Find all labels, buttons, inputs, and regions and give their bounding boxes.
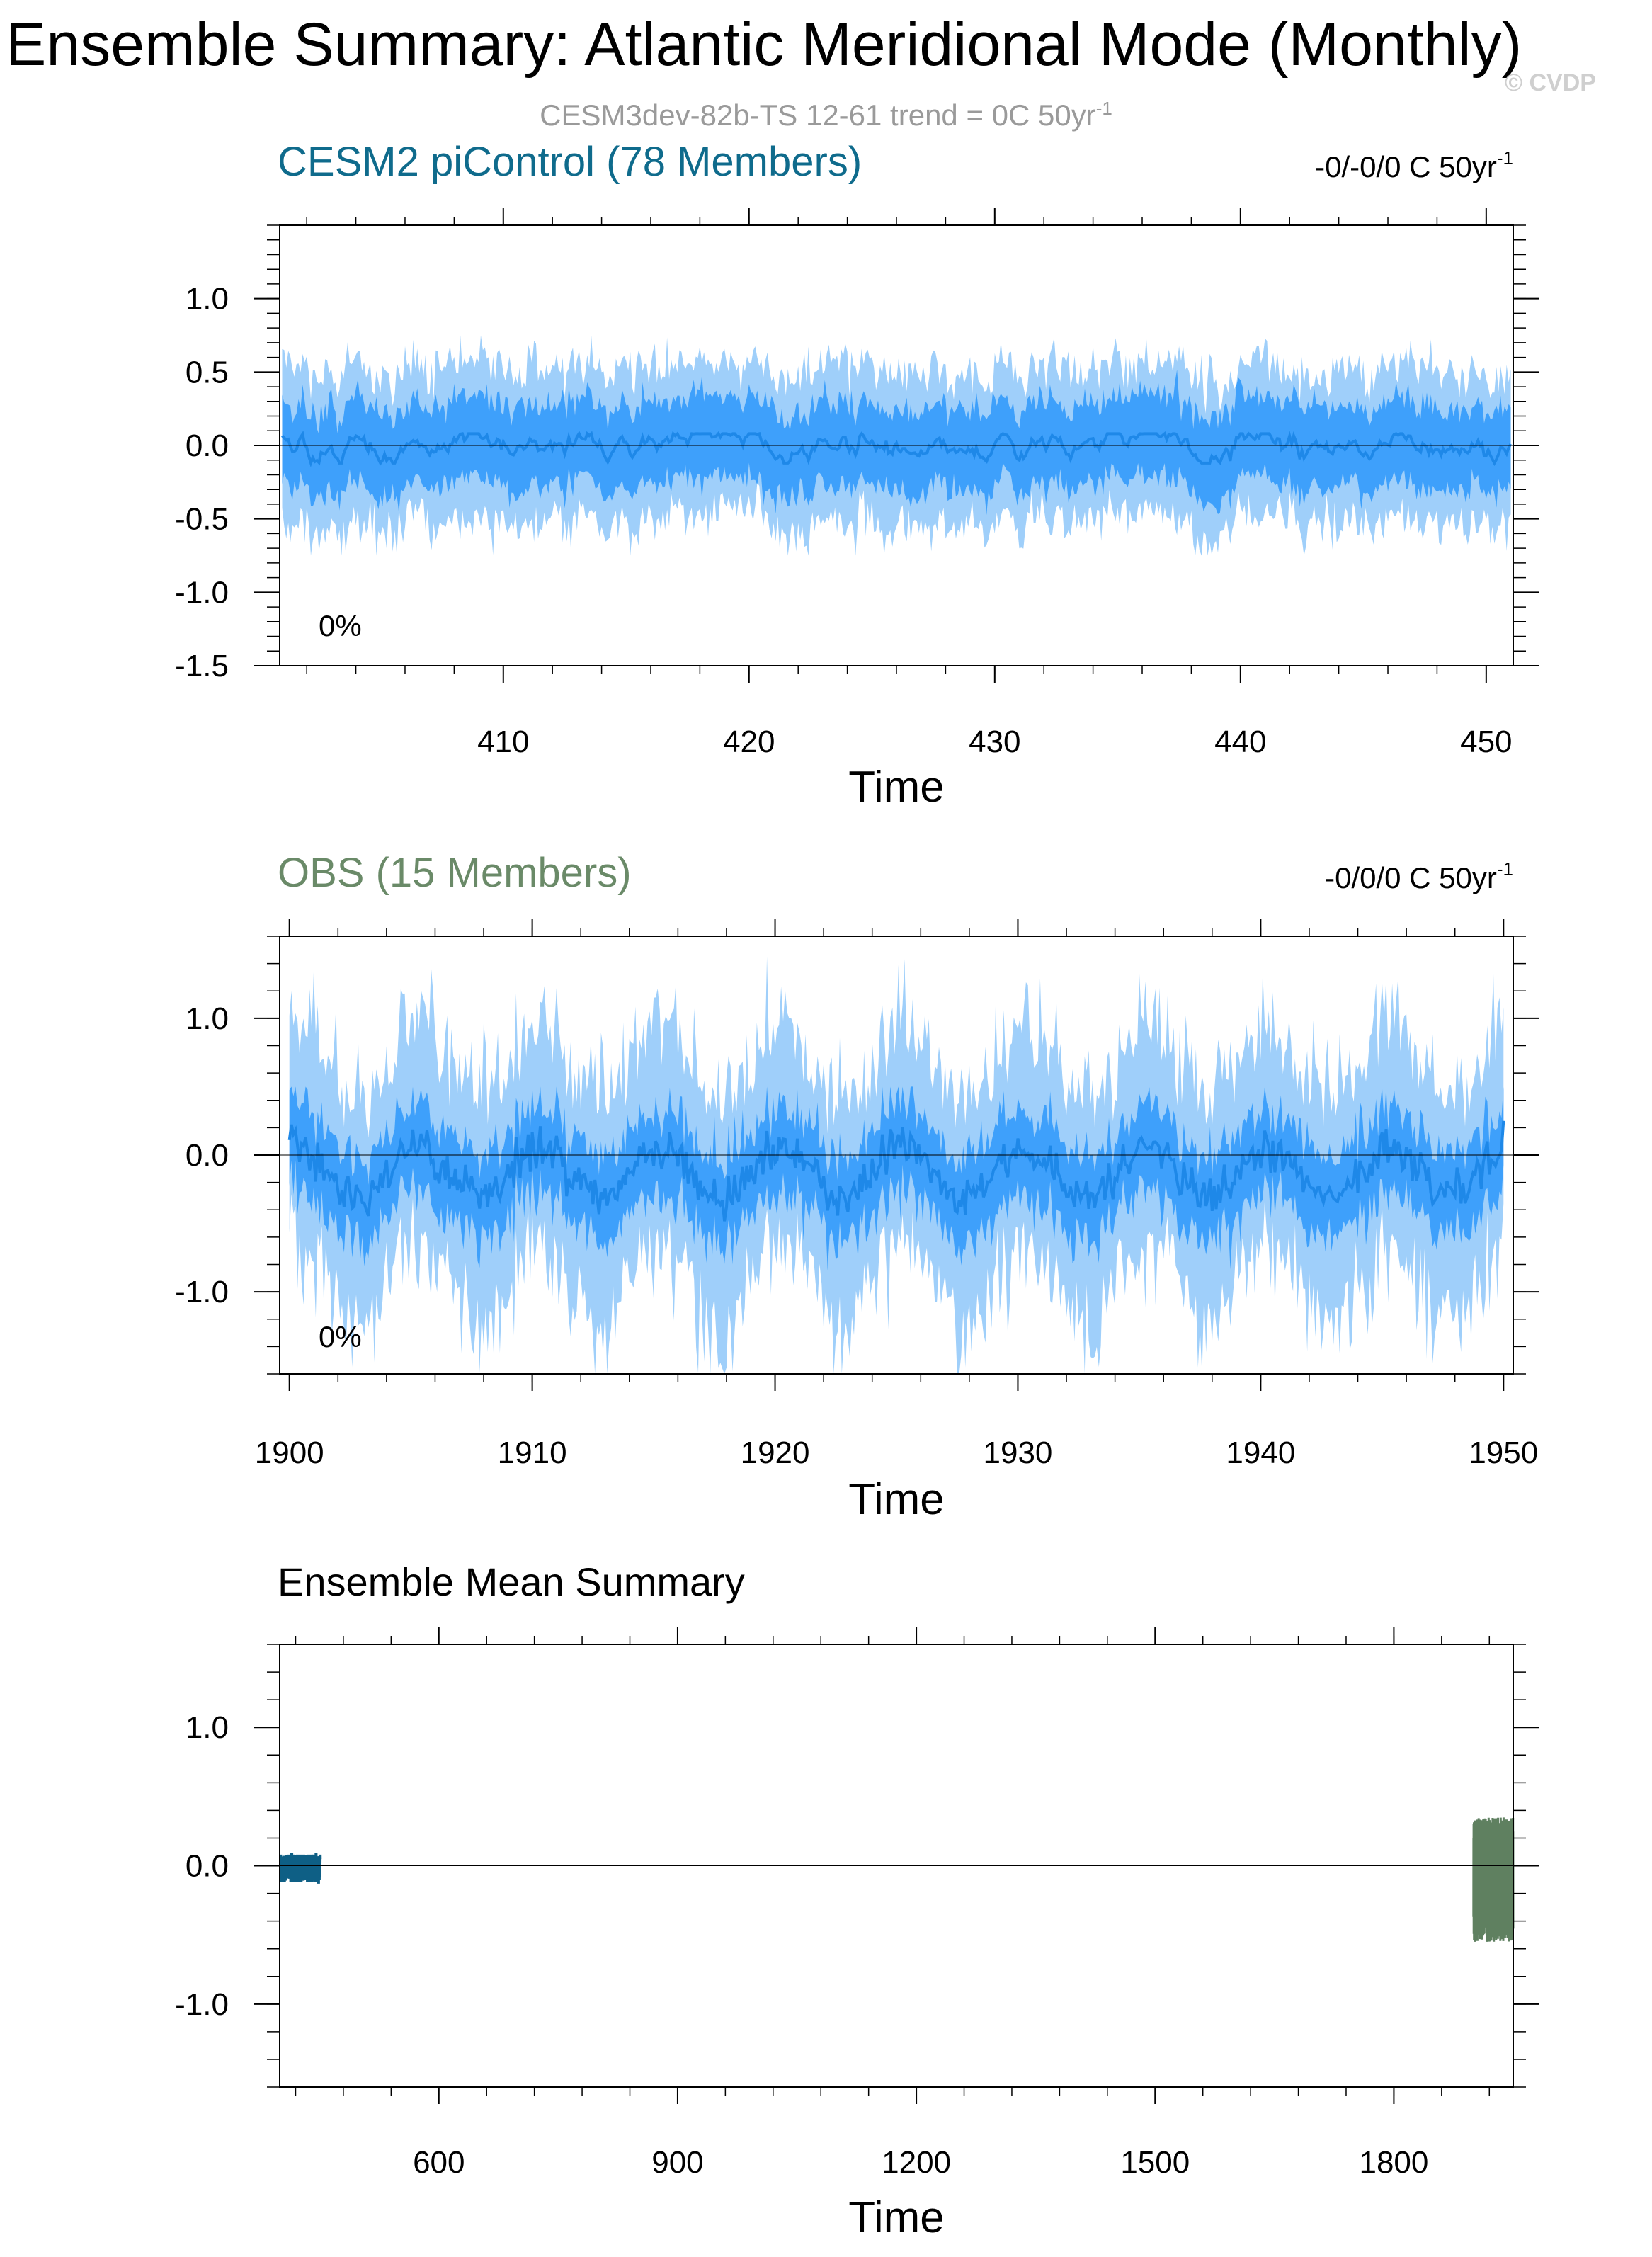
x-tick-label: 1920: [741, 1436, 810, 1470]
y-tick-label: -1.0: [175, 575, 229, 610]
cesm-ensemble-mean-line: [279, 1853, 322, 1884]
x-tick-label: 430: [969, 724, 1020, 759]
trend-label: -0/0/0 C 50yr-1: [1325, 858, 1513, 894]
subtitle-text: CESM3dev-82b-TS 12-61 trend = 0C 50yr: [540, 98, 1096, 132]
y-tick-label: -1.0: [175, 1275, 229, 1309]
ensemble-mean-line: [287, 1120, 1505, 1222]
x-tick-label: 410: [477, 724, 529, 759]
y-tick-label: 1.0: [186, 282, 229, 317]
y-tick-label: 0.0: [186, 428, 229, 463]
panel-title: CESM2 piControl (78 Members): [278, 139, 862, 185]
watermark: © CVDP: [1505, 69, 1596, 96]
x-tick-label: 420: [723, 724, 775, 759]
x-axis-label: Time: [848, 2193, 944, 2242]
inner-spread-band: [289, 1086, 1504, 1271]
x-tick-label: 600: [413, 2145, 465, 2180]
x-tick-label: 440: [1214, 724, 1266, 759]
percent-label: 0%: [319, 609, 362, 642]
subtitle: CESM3dev-82b-TS 12-61 trend = 0C 50yr-1: [0, 98, 1652, 132]
chart-panel-2: 1900 1910 1920 1930 1940 1950 1.0 0.0 -1.0 Time OB…: [175, 850, 1539, 1524]
trend-text: -0/-0/0 C 50yr: [1315, 150, 1497, 183]
y-tick-label: 0.0: [186, 1849, 229, 1884]
chart-panel-3: 600 900 1200 1500 1800 1.0 0.0 -1.0 Time Ensemble…: [175, 1559, 1539, 2242]
y-tick-label: 0.5: [186, 355, 229, 390]
main-title: Ensemble Summary: Atlantic Meridional Mo…: [6, 11, 1522, 79]
x-axis-label: Time: [848, 763, 944, 812]
y-tick-label: 1.0: [186, 1001, 229, 1036]
x-tick-label: 1930: [984, 1436, 1053, 1470]
obs-ensemble-mean-line: [1472, 1817, 1515, 1942]
x-tick-label: 900: [651, 2145, 703, 2180]
chart-panel-1: 410 420 430 440 450 1.0 0.5 0.0 -0.5 -1.0 -1.5 Time…: [175, 139, 1539, 812]
x-tick-label: 1900: [255, 1436, 324, 1470]
panel-title: OBS (15 Members): [278, 850, 632, 896]
y-tick-label: 1.0: [186, 1710, 229, 1745]
y-tick-label: -1.5: [175, 649, 229, 683]
x-axis-label: Time: [848, 1475, 944, 1524]
percent-label: 0%: [319, 1320, 362, 1353]
ensemble-mean-line: [281, 430, 1513, 467]
trend-label: -0/-0/0 C 50yr-1: [1315, 147, 1513, 183]
subtitle-superscript: -1: [1095, 98, 1112, 119]
trend-text: -0/0/0 C 50yr: [1325, 861, 1497, 894]
x-tick-label: 1800: [1359, 2145, 1428, 2180]
panel-title: Ensemble Mean Summary: [278, 1559, 745, 1604]
y-tick-label: -0.5: [175, 502, 229, 537]
x-tick-label: 1910: [498, 1436, 567, 1470]
trend-superscript: -1: [1497, 858, 1513, 880]
x-tick-label: 1200: [882, 2145, 951, 2180]
y-tick-label: 0.0: [186, 1138, 229, 1173]
y-tick-label: -1.0: [175, 1987, 229, 2022]
x-tick-label: 1500: [1120, 2145, 1190, 2180]
x-tick-label: 1950: [1469, 1436, 1538, 1470]
trend-superscript: -1: [1497, 147, 1513, 169]
x-tick-label: 450: [1460, 724, 1512, 759]
x-tick-label: 1940: [1226, 1436, 1295, 1470]
